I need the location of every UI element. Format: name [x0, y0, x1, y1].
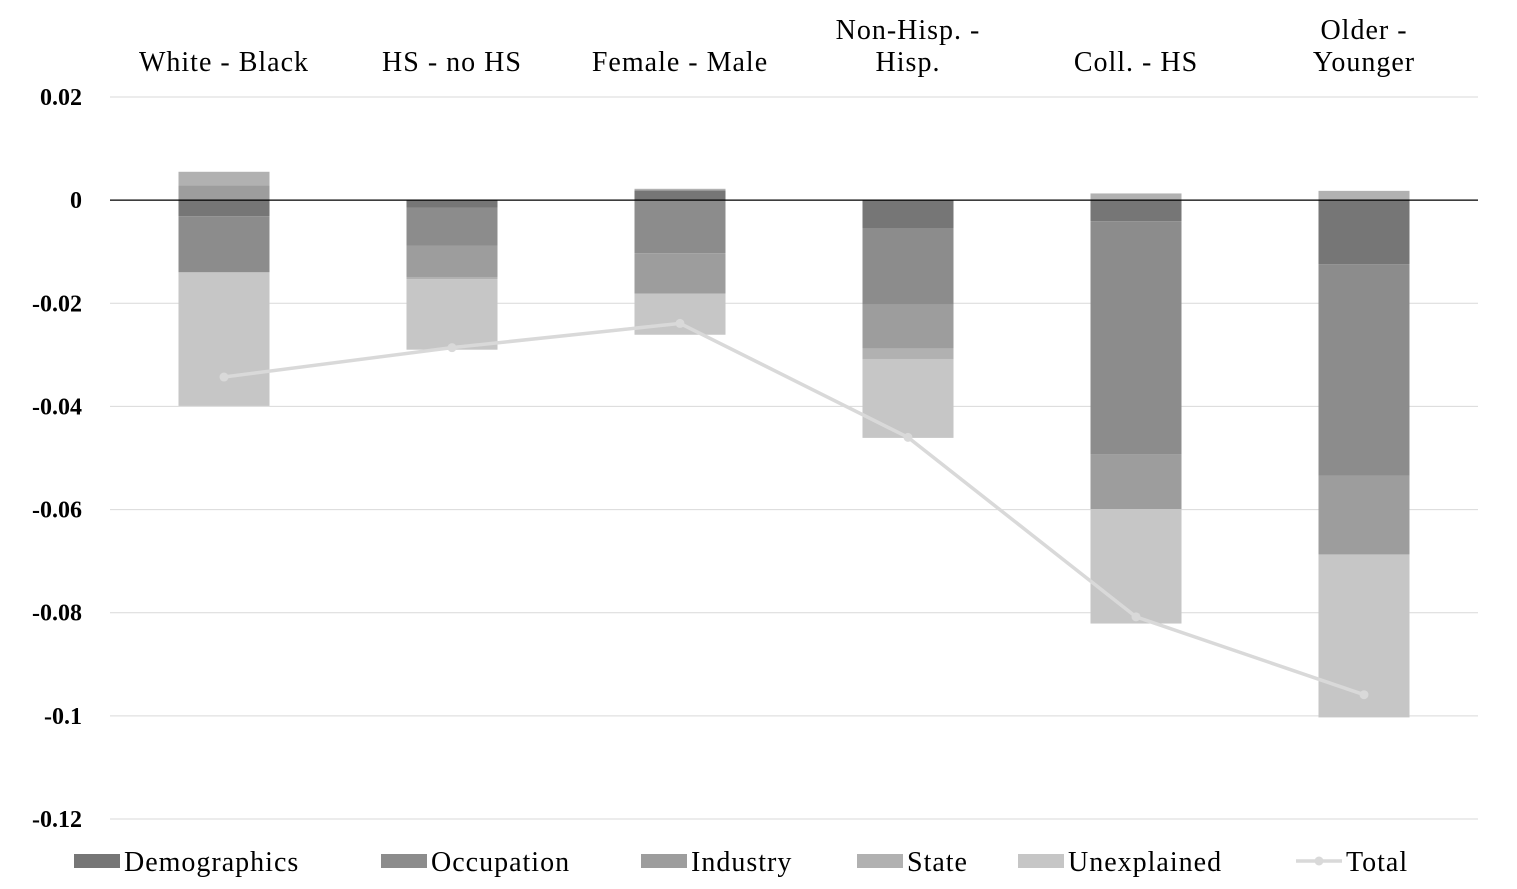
y-tick-label: -0.04: [32, 394, 82, 420]
category-label: HS - no HS: [382, 47, 522, 78]
category-label: White - Black: [139, 47, 309, 78]
legend-marker-total: [1314, 856, 1324, 866]
bar-segment-demographics: [862, 200, 954, 228]
legend-label-unexplained: Unexplained: [1068, 847, 1222, 878]
total-line: [219, 318, 1369, 700]
category-label: Female - Male: [592, 47, 768, 78]
legend-swatch-unexplained: [1018, 854, 1064, 868]
bar-segment-unexplained: [178, 272, 270, 406]
bar-segment-occupation: [634, 200, 726, 254]
bar-segment-unexplained: [862, 358, 954, 438]
gridlines: [110, 96, 1478, 820]
legend-label-industry: Industry: [691, 847, 792, 878]
legend-swatch-state: [857, 854, 903, 868]
category-label: Older -: [1320, 15, 1407, 46]
bar-segment-unexplained: [406, 279, 498, 350]
bar-segment-industry: [178, 185, 270, 201]
bar-segment-demographics: [178, 200, 270, 217]
bar-segment-industry: [406, 245, 498, 277]
bar-segment-demographics: [406, 200, 498, 208]
legend-label-demographics: Demographics: [124, 847, 299, 878]
bar-segment-occupation: [1318, 264, 1410, 476]
bar-segment-unexplained: [634, 293, 726, 335]
y-tick-label: 0.02: [40, 85, 82, 111]
y-tick-label: -0.08: [32, 601, 82, 627]
total-point: [1131, 612, 1141, 622]
category-label: Younger: [1313, 47, 1415, 78]
category-label: Non-Hisp. -: [836, 15, 981, 46]
bars: [178, 171, 1410, 718]
legend-swatch-industry: [641, 854, 687, 868]
legend-swatch-occupation: [381, 854, 427, 868]
bar-segment-industry: [1090, 454, 1182, 510]
bar-segment-state: [634, 188, 726, 191]
bar-segment-state: [178, 171, 270, 186]
bar-segment-occupation: [1090, 221, 1182, 455]
total-point: [1359, 690, 1369, 700]
total-point: [447, 343, 457, 353]
y-tick-label: -0.02: [32, 291, 82, 317]
bar-segment-demographics: [1318, 200, 1410, 265]
y-axis: 0.02 0 -0.02 -0.04 -0.06 -0.08 -0.1 -0.12: [32, 85, 82, 833]
bar-segment-state: [1318, 190, 1410, 201]
legend-label-occupation: Occupation: [431, 847, 570, 878]
total-point: [903, 432, 913, 442]
category-labels: White - Black HS - no HS Female - Male Non-…: [139, 15, 1415, 78]
bar-segment-industry: [862, 304, 954, 349]
category-label: Coll. - HS: [1074, 47, 1198, 78]
bar-segment-industry: [1318, 475, 1410, 555]
bar-segment-state: [1090, 193, 1182, 201]
bar-segment-occupation: [862, 227, 954, 305]
bar-segment-unexplained: [1090, 509, 1182, 624]
y-tick-label: -0.12: [32, 807, 82, 833]
legend-label-state: State: [907, 847, 968, 878]
legend-label-total: Total: [1346, 847, 1408, 878]
category-label: Hisp.: [876, 47, 941, 78]
bar-segment-state: [406, 276, 498, 280]
bar-segment-occupation: [178, 216, 270, 273]
bar-segment-industry: [634, 253, 726, 294]
legend-swatch-demographics: [74, 854, 120, 868]
total-point: [219, 372, 229, 382]
total-series-line: [223, 321, 1365, 697]
total-point: [675, 318, 685, 328]
bar-segment-demographics: [1090, 200, 1182, 222]
y-tick-label: 0: [70, 188, 82, 214]
bar-segment-occupation: [406, 207, 498, 246]
y-tick-label: -0.06: [32, 498, 82, 524]
bar-segment-demographics: [634, 190, 726, 201]
bar-segment-state: [862, 348, 954, 359]
y-tick-label: -0.1: [44, 704, 82, 730]
legend: Demographics Occupation Industry State Unexp…: [74, 847, 1408, 878]
